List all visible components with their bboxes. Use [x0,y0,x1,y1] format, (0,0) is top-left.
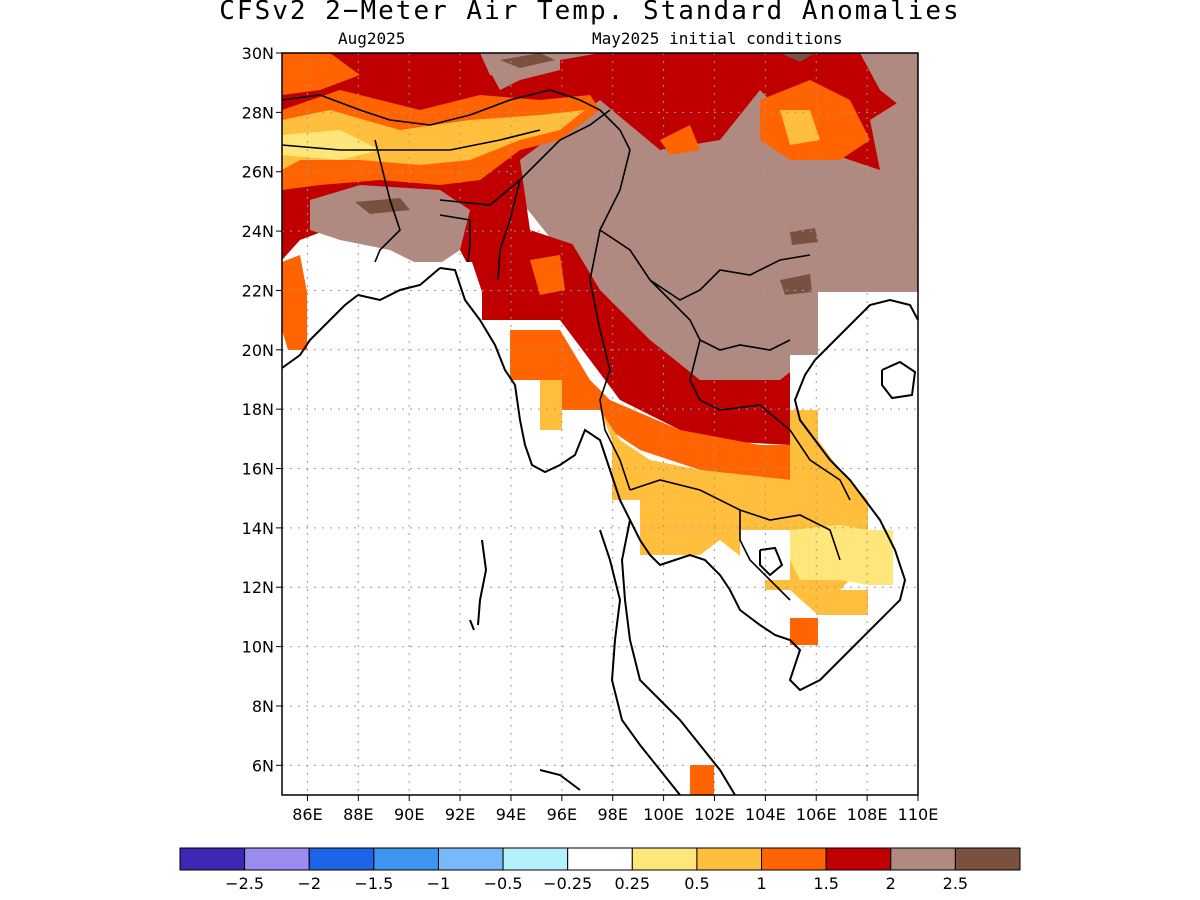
lon-tick-label: 108E [847,805,888,824]
legend-label: −1.5 [354,874,393,893]
lon-tick-label: 110E [898,805,939,824]
lat-tick-label: 8N [252,697,274,716]
lat-tick-label: 14N [242,519,274,538]
insignificant-region [282,262,918,795]
legend-label: −1 [427,874,451,893]
coastlines [281,267,919,796]
latitude-labels: 30N 28N 26N 24N 22N 20N 18N 16N 14N 12N 10N 8N 6N [242,44,282,775]
anomaly-region-1-1p5 [760,80,870,160]
lon-tick-label: 92E [445,805,475,824]
anomaly-field [282,53,918,795]
lat-tick-label: 18N [242,400,274,419]
legend-swatch [567,847,633,871]
legend-swatch [502,847,569,871]
lat-tick-label: 28N [242,103,274,122]
legend-swatch [244,847,310,871]
lat-tick-label: 6N [252,756,274,775]
legend-swatch [631,847,698,871]
lon-tick-label: 96E [547,805,577,824]
anomaly-region-1-1p5 [690,765,714,795]
legend-label: 0.5 [684,874,709,893]
anomaly-region-above-2p5 [780,274,812,295]
lat-tick-label: 10N [242,638,274,657]
legend-label: 1 [756,874,766,893]
legend-label: −0.25 [543,874,592,893]
legend-swatch [437,847,504,871]
color-legend: −2.5 −2 −1.5 −1 −0.5 −0.25 0.25 0.5 1 1.5 2 2.5 [179,847,1021,893]
anomaly-region-1-1p5 [510,330,790,480]
anomaly-region-above-2p5 [790,228,818,245]
anomaly-region-1-1p5 [660,125,700,155]
legend-swatch [890,847,956,871]
anomaly-region-0-0p5 [282,130,380,160]
anomaly-region-2-2p5 [860,53,918,120]
country-borders [281,89,851,601]
lat-tick-label: 22N [242,281,274,300]
anomaly-region-1-1p5 [790,618,818,645]
anomaly-region-1-1p5 [282,53,360,95]
legend-label: 2.5 [943,874,968,893]
anomaly-region-above-2p5 [355,198,410,214]
chart-title: CFSv2 2−Meter Air Temp. Standard Anomali… [219,0,961,26]
legend-swatch [179,847,246,871]
anomaly-region-above-2p5 [780,53,815,62]
target-month-label: Aug2025 [338,29,406,48]
lon-tick-label: 98E [597,805,627,824]
lon-tick-label: 102E [694,805,735,824]
legend-swatch [761,847,827,871]
anomaly-region-2-2p5 [540,160,818,380]
lat-tick-label: 12N [242,578,274,597]
lat-tick-label: 30N [242,44,274,63]
anomaly-region-0-0p5 [790,525,893,585]
legend-swatch [825,847,892,871]
lat-tick-label: 24N [242,222,274,241]
legend-label: 0.25 [614,874,650,893]
legend-swatch [954,847,1021,871]
map-frame [281,52,919,796]
lat-tick-label: 20N [242,341,274,360]
lat-tick-label: 16N [242,460,274,479]
lat-tick-label: 26N [242,163,274,182]
anomaly-region-1-1p5 [530,255,565,295]
legend-swatch [373,847,439,871]
legend-label: −2 [297,874,321,893]
longitude-labels: 86E 88E 90E 92E 94E 96E 98E 100E 102E 104E 106E 108… [292,795,938,824]
anomaly-region-above-2p5 [500,53,555,68]
legend-label: 1.5 [813,874,838,893]
lon-tick-label: 104E [745,805,786,824]
initial-conditions-label: May2025 initial conditions [592,29,843,48]
legend-swatch [308,847,375,871]
lon-tick-label: 94E [496,805,526,824]
lon-tick-label: 100E [643,805,684,824]
anomaly-region-0p5-1 [780,110,820,145]
legend-label: −2.5 [225,874,264,893]
anomaly-region-2-2p5 [310,185,470,270]
legend-label: 2 [886,874,896,893]
lon-tick-label: 106E [796,805,837,824]
legend-label: −0.5 [484,874,523,893]
legend-swatch [696,847,763,871]
lon-tick-label: 88E [343,805,373,824]
lon-tick-label: 90E [394,805,424,824]
anomaly-region-1-1p5 [282,255,307,350]
lon-tick-label: 86E [292,805,322,824]
